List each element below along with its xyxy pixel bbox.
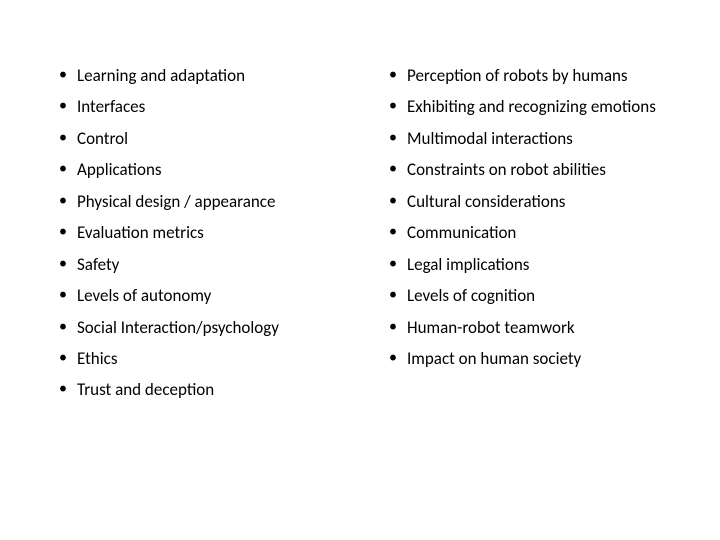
list-item: Social Interaction/psychology <box>55 312 335 343</box>
list-item: Trust and deception <box>55 374 335 405</box>
list-item: Multimodal interactions <box>385 123 665 154</box>
list-item: Safety <box>55 249 335 280</box>
list-item: Human-robot teamwork <box>385 312 665 343</box>
list-item: Evaluation metrics <box>55 217 335 248</box>
list-item: Cultural considerations <box>385 186 665 217</box>
list-item: Communication <box>385 217 665 248</box>
list-item: Constraints on robot abilities <box>385 154 665 185</box>
list-item: Learning and adaptation <box>55 60 335 91</box>
two-column-layout: Learning and adaptation Interfaces Contr… <box>55 60 665 406</box>
list-item: Perception of robots by humans <box>385 60 665 91</box>
right-list: Perception of robots by humans Exhibitin… <box>385 60 665 374</box>
list-item: Physical design / appearance <box>55 186 335 217</box>
list-item: Exhibiting and recognizing emotions <box>385 91 665 122</box>
list-item: Ethics <box>55 343 335 374</box>
list-item: Impact on human society <box>385 343 665 374</box>
list-item: Applications <box>55 154 335 185</box>
left-column: Learning and adaptation Interfaces Contr… <box>55 60 335 406</box>
list-item: Levels of autonomy <box>55 280 335 311</box>
list-item: Control <box>55 123 335 154</box>
list-item: Levels of cognition <box>385 280 665 311</box>
list-item: Legal implications <box>385 249 665 280</box>
right-column: Perception of robots by humans Exhibitin… <box>385 60 665 406</box>
left-list: Learning and adaptation Interfaces Contr… <box>55 60 335 406</box>
list-item: Interfaces <box>55 91 335 122</box>
